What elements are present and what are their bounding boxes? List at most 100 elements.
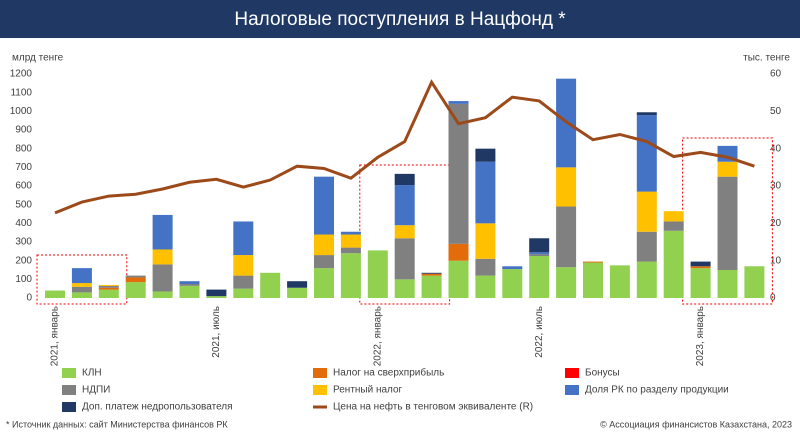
x-tick-label: 2022, июль (534, 306, 545, 358)
x-tick-label: 2021, январь (50, 306, 61, 366)
y2-tick-label: 40 (770, 143, 782, 154)
bar-segment (179, 281, 200, 284)
bar-segment (152, 214, 173, 250)
bar-segment (98, 285, 119, 288)
legend-swatch (313, 385, 327, 395)
bar-segment (448, 243, 469, 261)
bar-segment (233, 255, 254, 276)
bar-segment (314, 176, 334, 235)
bar-segment (690, 268, 711, 298)
bar-segment (71, 292, 92, 298)
bar-segment (394, 238, 415, 280)
x-tick-label: 2021, июль (211, 306, 222, 358)
legend-label: Налог на сверхприбыль (333, 367, 444, 379)
bar-segment (529, 256, 550, 298)
bar-segment (717, 270, 738, 298)
legend-swatch (62, 402, 76, 412)
y-tick-label: 600 (15, 181, 32, 192)
bar-segment (71, 286, 92, 293)
bar-segment (636, 261, 657, 298)
y-tick-label: 300 (15, 237, 32, 248)
bar-segment (636, 231, 657, 262)
bar-segment (206, 289, 227, 297)
bar-segment (502, 269, 523, 298)
highlight-frame (36, 254, 128, 305)
bar-segment (475, 148, 496, 162)
y-axis-label: млрд тенге (12, 53, 64, 64)
bar-segment (71, 268, 92, 284)
y-tick-label: 1000 (10, 106, 33, 117)
y-tick-label: 100 (15, 274, 32, 285)
legend-label: НДПИ (82, 385, 110, 396)
bar-segment (340, 231, 361, 235)
legend-label: КЛН (82, 368, 102, 379)
x-tick-label: 2023, январь (695, 306, 706, 366)
bar-segment (233, 275, 254, 289)
y-tick-label: 200 (15, 255, 32, 266)
y-tick-label: 500 (15, 199, 32, 210)
bar-segment (260, 272, 281, 298)
bar-segment (98, 284, 119, 286)
bar-segment (556, 206, 577, 268)
legend-swatch (565, 368, 579, 378)
bar-segment (421, 275, 442, 298)
bar-segment (340, 247, 361, 254)
bar-segment (314, 255, 334, 269)
bar-segment (475, 161, 496, 224)
bar-segment (475, 275, 496, 298)
bar-segment (152, 291, 173, 298)
legend-label: Бонусы (585, 368, 620, 379)
bar-segment (340, 253, 361, 298)
bar-segment (690, 266, 711, 269)
price-line (54, 79, 755, 215)
bar-segment (529, 238, 550, 253)
bar-segment (125, 282, 146, 298)
bar-segment (690, 261, 711, 267)
bar-segment (45, 290, 65, 298)
y-tick-label: 1200 (10, 69, 33, 80)
bar-segment (448, 103, 469, 244)
bar-segment (744, 266, 765, 298)
bar-segment (98, 287, 119, 290)
bar-segment (475, 223, 496, 259)
copyright: © Ассоциация финансистов Казахстана, 202… (600, 419, 792, 429)
bar-segment (636, 115, 657, 192)
x-tick-label: 2022, январь (372, 306, 383, 366)
bar-segment (556, 167, 577, 207)
y-tick-label: 400 (15, 218, 32, 229)
bar-segment (394, 185, 415, 226)
y2-tick-label: 20 (770, 218, 782, 229)
bar-segment (448, 101, 469, 104)
legend-label: Цена на нефть в тенговом эквиваленте (R) (333, 401, 533, 413)
y2-tick-label: 50 (770, 106, 782, 117)
bar-segment (287, 287, 308, 298)
source-note: * Источник данных: сайт Министерства фин… (6, 419, 228, 429)
bar-segment (663, 221, 684, 231)
bar-segment (609, 265, 630, 298)
legend-swatch (313, 368, 327, 378)
y-tick-label: 1100 (10, 87, 32, 98)
bar-segment (314, 268, 334, 298)
legend-swatch (62, 368, 76, 378)
bar-segment (421, 273, 442, 276)
y2-tick-label: 0 (770, 293, 776, 304)
y2-tick-label: 30 (770, 181, 782, 192)
bar-segment (717, 176, 738, 270)
legend-swatch (565, 385, 579, 395)
bar-segment (125, 275, 146, 278)
bar-segment (233, 288, 254, 298)
y-tick-label: 0 (26, 293, 32, 304)
bar-segment (475, 258, 496, 276)
bar-segment (394, 173, 415, 186)
bar-segment (314, 234, 334, 256)
bar-segment (71, 283, 92, 287)
bar-segment (179, 284, 200, 286)
y2-tick-label: 10 (770, 255, 782, 266)
bar-segment (663, 230, 684, 298)
bar-segment (583, 261, 603, 263)
y-tick-label: 900 (15, 125, 32, 136)
bar-segment (206, 296, 227, 298)
bar-segment (287, 281, 308, 288)
bar-segment (179, 285, 200, 298)
